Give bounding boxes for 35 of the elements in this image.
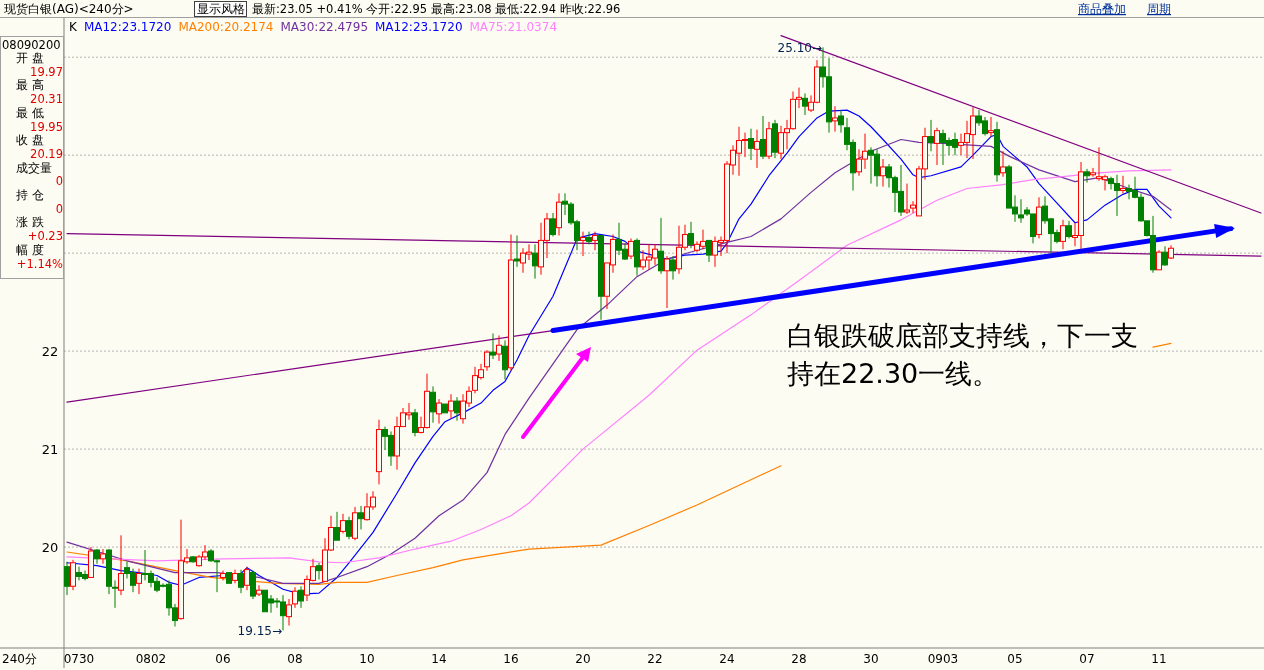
y-tick-label: 22 bbox=[41, 344, 59, 360]
x-tick-label: 05 bbox=[1007, 652, 1023, 666]
x-tick-label: 0903 bbox=[927, 652, 959, 666]
chart-subtitle: 最新:23.05 +0.41% 今开:22.95 最高:23.08 最低:22.94 昨收:22.96 bbox=[252, 2, 621, 16]
x-tick-label: 0730 bbox=[63, 652, 95, 666]
x-tick-label: 0802 bbox=[135, 652, 167, 666]
x-tick-label: 24 bbox=[719, 652, 735, 666]
annotation: MA12:23.1720 bbox=[375, 20, 463, 34]
text: 商品叠加 bbox=[1078, 2, 1126, 16]
x-tick-label: 30 bbox=[863, 652, 879, 666]
y-tick-label: 21 bbox=[41, 442, 59, 458]
text: MA30:22.4795 bbox=[280, 20, 369, 34]
text: 周期 bbox=[1147, 2, 1171, 16]
x-tick-label: 07 bbox=[1079, 652, 1095, 666]
y-tick-label: 20 bbox=[41, 540, 59, 556]
x-tick-label: 10 bbox=[359, 652, 375, 666]
x-tick-label: 22 bbox=[647, 652, 663, 666]
annotation: K bbox=[69, 20, 78, 34]
x-tick-label: 16 bbox=[503, 652, 519, 666]
info-panel: 08090200 开 盘 19.97 最 高 20.31 最 低 19.95 收 盘 20.19 成交量 0 持 仓 0 涨 跌 +0.23 幅 度 +1.14% bbox=[0, 36, 64, 279]
annotation: 25.10→ bbox=[777, 41, 822, 56]
text: 显示风格 bbox=[197, 2, 245, 16]
x-tick-label: 08 bbox=[287, 652, 303, 666]
x-tick-label: 28 bbox=[791, 652, 807, 666]
chart-title: 现货白银(AG)<240分> bbox=[4, 2, 134, 16]
text: 240分 bbox=[2, 652, 37, 666]
text: MA75:21.0374 bbox=[469, 20, 558, 34]
text: MA200:20.2174 bbox=[178, 20, 274, 34]
text: MA12:23.1720 bbox=[83, 20, 172, 34]
x-tick-label: 14 bbox=[431, 652, 447, 666]
x-tick-label: 20 bbox=[575, 652, 591, 666]
annotation: 白银跌破底部支持线，下一支持在22.30一线。 bbox=[787, 320, 1138, 389]
x-tick-label: 11 bbox=[1151, 652, 1167, 666]
x-tick-label: 06 bbox=[215, 652, 231, 666]
annotation: 19.15→ bbox=[237, 624, 282, 639]
